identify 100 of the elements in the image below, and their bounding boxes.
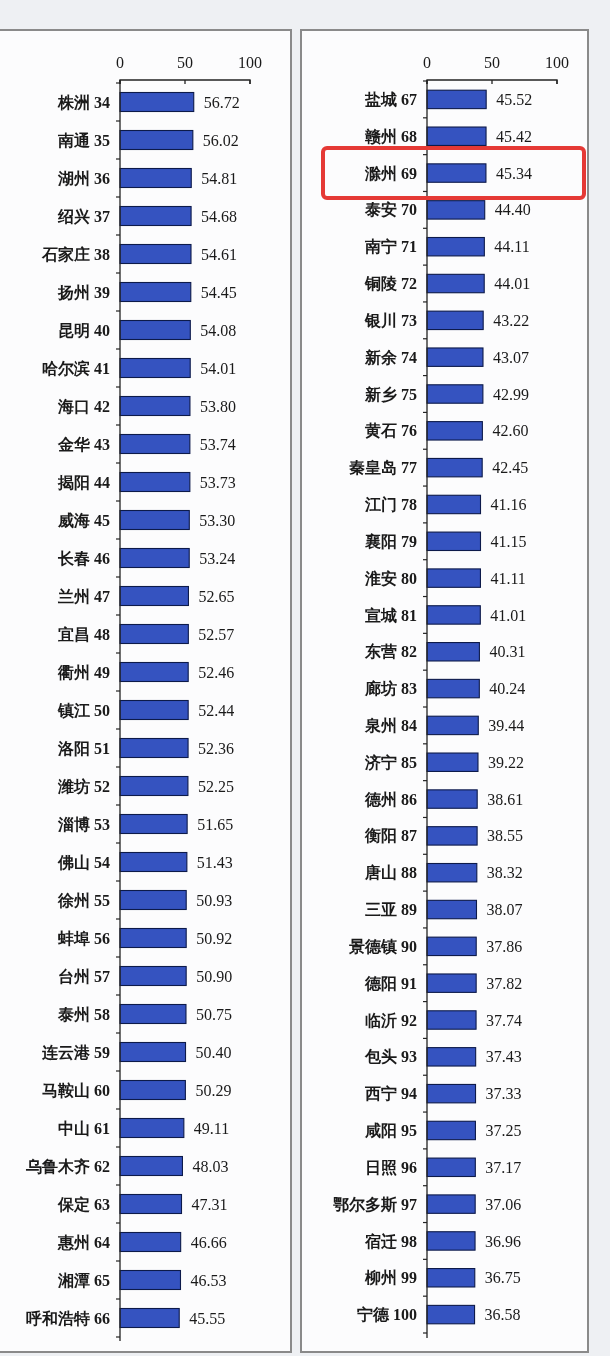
bar: [426, 1231, 476, 1251]
bar: [119, 91, 195, 113]
y-tick-label: 长春 46: [57, 549, 110, 567]
y-tick-label: 新余 74: [364, 348, 417, 366]
data-label: 37.43: [485, 1048, 522, 1066]
x-tick-label: 50: [484, 54, 500, 71]
data-label: 39.22: [487, 753, 524, 771]
y-tick-label: 德阳 91: [364, 974, 417, 992]
data-label: 54.61: [200, 245, 237, 263]
data-label: 39.44: [488, 717, 525, 735]
data-label: 37.33: [485, 1085, 522, 1103]
data-label: 51.43: [196, 853, 233, 871]
bar: [426, 826, 478, 846]
y-tick-label: 乌鲁木齐 62: [25, 1157, 110, 1175]
y-tick-label: 滁州 69: [364, 164, 417, 182]
y-tick-label: 银川 73: [364, 311, 417, 329]
bar: [119, 167, 192, 189]
y-tick-label: 景德镇 90: [348, 937, 417, 955]
bar: [119, 129, 194, 151]
data-label: 54.45: [200, 283, 237, 301]
y-tick-label: 秦皇岛 77: [349, 459, 417, 477]
data-label: 56.02: [202, 131, 239, 149]
y-tick-label: 湖州 36: [57, 169, 110, 187]
data-label: 50.92: [196, 929, 233, 947]
data-label: 41.11: [490, 569, 526, 587]
y-tick-label: 潍坊 52: [57, 777, 110, 795]
bar: [426, 1304, 476, 1325]
y-tick-label: 台州 57: [58, 967, 110, 985]
data-label: 38.07: [486, 901, 523, 919]
bar: [119, 889, 187, 911]
bar: [119, 775, 189, 797]
y-tick-label: 盐城 67: [364, 91, 417, 109]
bar: [119, 357, 191, 379]
data-label: 50.29: [195, 1081, 232, 1099]
y-tick-label: 惠州 64: [57, 1233, 110, 1251]
bar: [119, 965, 187, 987]
x-tick-label: 100: [238, 54, 262, 71]
data-label: 40.31: [489, 643, 526, 661]
bar: [119, 851, 188, 873]
bar: [119, 623, 189, 645]
bar: [426, 678, 480, 699]
y-tick-label: 三亚 89: [365, 901, 417, 919]
bar: [119, 699, 189, 721]
y-tick-label: 包头 93: [364, 1048, 417, 1066]
data-label: 53.73: [199, 473, 236, 491]
data-label: 38.61: [487, 790, 524, 808]
bar: [119, 395, 191, 417]
y-tick-label: 泉州 84: [364, 717, 417, 735]
data-label: 42.99: [492, 385, 529, 403]
bar: [426, 1047, 477, 1067]
bar: [426, 605, 481, 625]
y-tick-label: 扬州 39: [57, 283, 110, 301]
data-label: 50.40: [195, 1043, 232, 1061]
y-tick-label: 揭阳 44: [57, 473, 110, 491]
bar: [119, 927, 187, 949]
y-tick-label: 宣城 81: [365, 605, 417, 624]
y-tick-label: 绍兴 37: [57, 207, 110, 225]
x-tick-label: 0: [116, 54, 124, 71]
data-label: 36.75: [484, 1269, 521, 1287]
bar: [119, 281, 192, 303]
y-tick-label: 东营 82: [364, 643, 417, 661]
data-label: 42.60: [492, 422, 529, 440]
y-tick-label: 廊坊 83: [364, 679, 417, 698]
y-tick-label: 南宁 71: [364, 237, 417, 256]
y-tick-label: 襄阳 79: [364, 532, 417, 550]
data-label: 51.65: [197, 815, 234, 833]
data-label: 36.58: [484, 1306, 521, 1324]
data-label: 45.55: [189, 1309, 226, 1327]
data-label: 46.66: [190, 1233, 227, 1251]
y-tick-label: 济宁 85: [364, 752, 417, 771]
bar: [119, 243, 192, 265]
x-tick-label: 50: [177, 54, 193, 71]
data-label: 44.01: [494, 275, 531, 293]
bar: [426, 273, 485, 294]
x-tick-label: 0: [423, 54, 431, 71]
bar: [119, 585, 189, 607]
data-label: 37.17: [485, 1158, 522, 1176]
x-tick-label: 100: [545, 54, 569, 71]
data-label: 41.16: [490, 496, 527, 514]
bar: [426, 752, 479, 772]
data-label: 44.11: [494, 238, 530, 256]
data-label: 54.08: [200, 321, 237, 339]
bar: [119, 433, 191, 455]
y-tick-label: 威海 45: [57, 511, 110, 529]
data-label: 56.72: [203, 93, 240, 111]
data-label: 42.45: [492, 459, 529, 477]
bar: [119, 1193, 183, 1215]
bar: [119, 1231, 182, 1253]
bar: [426, 973, 477, 993]
y-tick-label: 镇江 50: [57, 701, 110, 719]
bar: [426, 89, 487, 110]
data-label: 36.96: [485, 1232, 522, 1250]
data-label: 53.24: [199, 549, 236, 567]
data-label: 43.07: [492, 348, 529, 366]
bar: [426, 457, 483, 478]
y-tick-label: 淄博 53: [57, 815, 110, 833]
bar: [426, 1194, 476, 1214]
y-tick-label: 兰州 47: [57, 587, 110, 605]
data-label: 48.03: [192, 1157, 229, 1175]
y-tick-label: 洛阳 51: [57, 739, 110, 757]
